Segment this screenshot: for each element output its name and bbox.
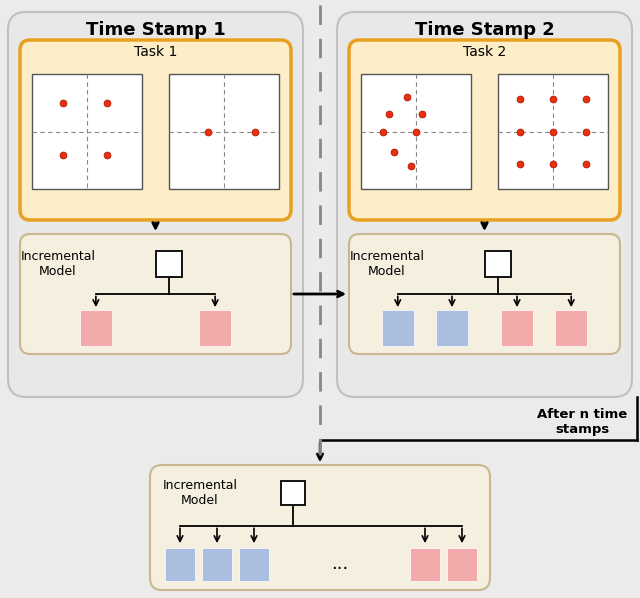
FancyBboxPatch shape bbox=[349, 40, 620, 220]
Bar bbox=[156, 251, 182, 277]
Bar bbox=[199, 310, 231, 346]
Bar bbox=[410, 548, 440, 581]
Text: Task 1: Task 1 bbox=[134, 45, 177, 59]
Bar bbox=[165, 548, 195, 581]
Bar bbox=[281, 481, 305, 505]
Bar bbox=[169, 74, 279, 189]
Text: Incremental
Model: Incremental Model bbox=[163, 479, 237, 507]
FancyBboxPatch shape bbox=[20, 234, 291, 354]
FancyBboxPatch shape bbox=[20, 40, 291, 220]
Text: Incremental
Model: Incremental Model bbox=[349, 250, 424, 278]
Bar bbox=[485, 251, 511, 277]
FancyBboxPatch shape bbox=[8, 12, 303, 397]
FancyBboxPatch shape bbox=[349, 234, 620, 354]
Text: Incremental
Model: Incremental Model bbox=[20, 250, 95, 278]
Text: Task 2: Task 2 bbox=[463, 45, 506, 59]
Bar bbox=[361, 74, 471, 189]
Bar bbox=[32, 74, 142, 189]
Text: Time Stamp 1: Time Stamp 1 bbox=[86, 21, 225, 39]
Text: Time Stamp 2: Time Stamp 2 bbox=[415, 21, 554, 39]
Bar bbox=[239, 548, 269, 581]
Bar bbox=[498, 74, 608, 189]
FancyBboxPatch shape bbox=[337, 12, 632, 397]
Bar bbox=[202, 548, 232, 581]
Bar bbox=[382, 310, 414, 346]
Bar bbox=[501, 310, 533, 346]
Bar bbox=[556, 310, 588, 346]
Bar bbox=[80, 310, 112, 346]
Text: ...: ... bbox=[331, 555, 348, 573]
Text: After n time
stamps: After n time stamps bbox=[537, 408, 627, 436]
Bar bbox=[436, 310, 468, 346]
FancyBboxPatch shape bbox=[150, 465, 490, 590]
Bar bbox=[447, 548, 477, 581]
